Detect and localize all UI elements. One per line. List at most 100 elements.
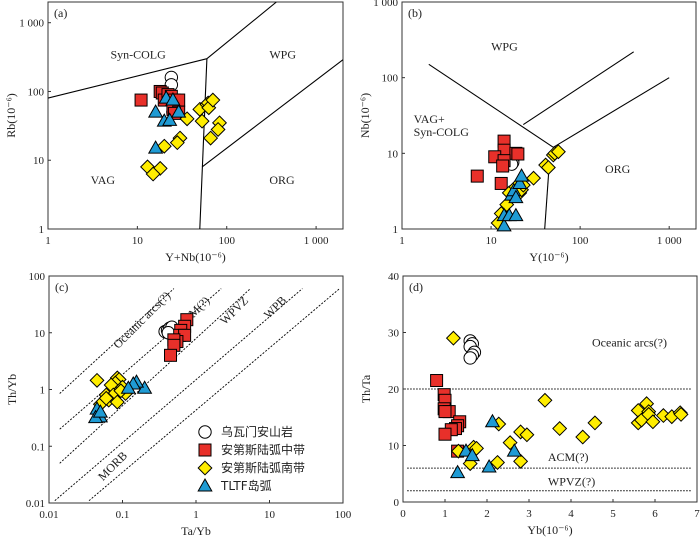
legend-marker-shape (197, 460, 213, 476)
y-tick-label: 40 (388, 271, 400, 283)
y-tick-label: 0 (394, 497, 400, 509)
data-point (508, 189, 524, 204)
data-point (449, 464, 466, 479)
x-tick-label: 4 (568, 508, 574, 520)
data-point (109, 394, 125, 410)
x-tick-label: 1 (193, 509, 199, 521)
field-boundary-line (522, 51, 635, 126)
y-axis-label: Th/Ta (359, 374, 373, 403)
data-point (147, 104, 164, 118)
x-axis-label: Ta/Yb (181, 524, 211, 538)
data-point (526, 170, 542, 186)
panel-label: (a) (54, 6, 67, 20)
legend-item: TLTF岛弧 (197, 477, 272, 493)
data-point (508, 207, 524, 222)
data-point (169, 135, 185, 151)
y-axis-label: Nb(10⁻⁶) (358, 93, 372, 138)
plot-area (54, 288, 340, 502)
y-tick-label: 100 (29, 271, 46, 283)
data-point (164, 348, 178, 362)
panel-label: (d) (409, 280, 423, 294)
data-point (147, 140, 164, 154)
data-point (550, 144, 566, 160)
field-boundary-line (54, 288, 303, 502)
data-point (484, 413, 501, 428)
legend-marker-triangle (197, 477, 213, 492)
data-point (205, 92, 221, 108)
panel-label: (c) (55, 280, 68, 294)
x-tick-label: 1 000 (304, 235, 329, 247)
plot-area (407, 388, 691, 492)
field-boundary-line (59, 288, 222, 430)
data-point (445, 330, 461, 346)
x-tick-label: 0.1 (116, 509, 130, 521)
field-boundary-line (199, 58, 208, 229)
x-axis-label: Y+Nb(10⁻⁶) (165, 250, 226, 264)
x-tick-label: 10 (132, 235, 144, 247)
data-point (587, 415, 603, 431)
legend-label: 安第斯陆弧南带 (221, 460, 305, 475)
x-tick-label: 5 (610, 508, 616, 520)
y-tick-label: 10 (388, 441, 400, 453)
data-point (156, 138, 172, 154)
y-tick-label: 20 (388, 384, 400, 396)
data-point (194, 113, 210, 129)
data-point (645, 414, 661, 430)
data-point (89, 372, 105, 388)
legend-marker-circle (198, 425, 212, 439)
field-boundary-line (88, 288, 340, 502)
legend-marker-shape (197, 477, 213, 492)
series-square (164, 313, 194, 362)
field-label: MORB (95, 449, 130, 484)
x-tick-label: 2 (484, 508, 490, 520)
x-tick-label: 0.01 (39, 509, 58, 521)
data-point (92, 404, 109, 418)
legend-marker-diamond (197, 460, 213, 476)
x-tick-label: 1 (45, 235, 51, 247)
plot-area (428, 51, 670, 229)
field-label: VAG (91, 173, 116, 187)
data-point (506, 443, 522, 457)
legend-marker-shape (198, 443, 212, 457)
data-point (210, 121, 226, 137)
field-label: WPVZ (217, 294, 251, 328)
field-label: WPG (269, 48, 296, 62)
panel-a: 1 10 100 1 000 1 10 100 1 000 Y+Nb(10⁻⁶) Rb(10⁻⁶)… (4, 1, 344, 264)
field-label: ORG (605, 162, 631, 176)
x-tick-label: 1 000 (657, 235, 682, 247)
field-boundary-line (206, 2, 277, 60)
series-square (430, 374, 467, 458)
field-boundary-line (59, 288, 251, 464)
legend-marker-shape (198, 425, 212, 439)
x-tick-label: 0 (400, 508, 406, 520)
field-label: Oceanic arcs(?) (592, 336, 667, 350)
data-point (513, 168, 530, 182)
x-tick-label: 100 (218, 235, 235, 247)
panel-b: 1 10 100 1 000 1 10 100 1 000 Y(10⁻⁶) Nb(10⁻⁶) (b)… (358, 0, 697, 264)
data-point (145, 166, 161, 182)
data-point (519, 427, 535, 443)
legend-label: 乌瓦门安山岩 (221, 424, 293, 439)
data-point (463, 351, 477, 365)
x-axis-label: Y(10⁻⁶) (529, 250, 568, 264)
field-label: VAG+ (414, 112, 445, 126)
x-tick-label: 100 (572, 235, 589, 247)
data-point (496, 159, 510, 173)
legend-item: 安第斯陆弧中带 (198, 442, 305, 457)
field-label: WPVZ(?) (548, 475, 595, 489)
data-point (134, 93, 148, 107)
field-label: Oceanic arcs(?) (110, 288, 173, 351)
legend-marker-square (198, 443, 212, 457)
y-tick-label: 1 000 (373, 0, 398, 9)
data-point (464, 447, 480, 462)
field-boundary-line (553, 77, 670, 148)
data-point (165, 92, 181, 106)
data-point (537, 392, 553, 408)
data-point (162, 112, 178, 126)
plot-frame (401, 1, 697, 230)
field-boundary-line (59, 288, 175, 394)
field-boundary-line (544, 165, 550, 229)
x-tick-label: 100 (335, 509, 352, 521)
data-point (512, 175, 528, 189)
x-tick-label: 10 (486, 235, 498, 247)
